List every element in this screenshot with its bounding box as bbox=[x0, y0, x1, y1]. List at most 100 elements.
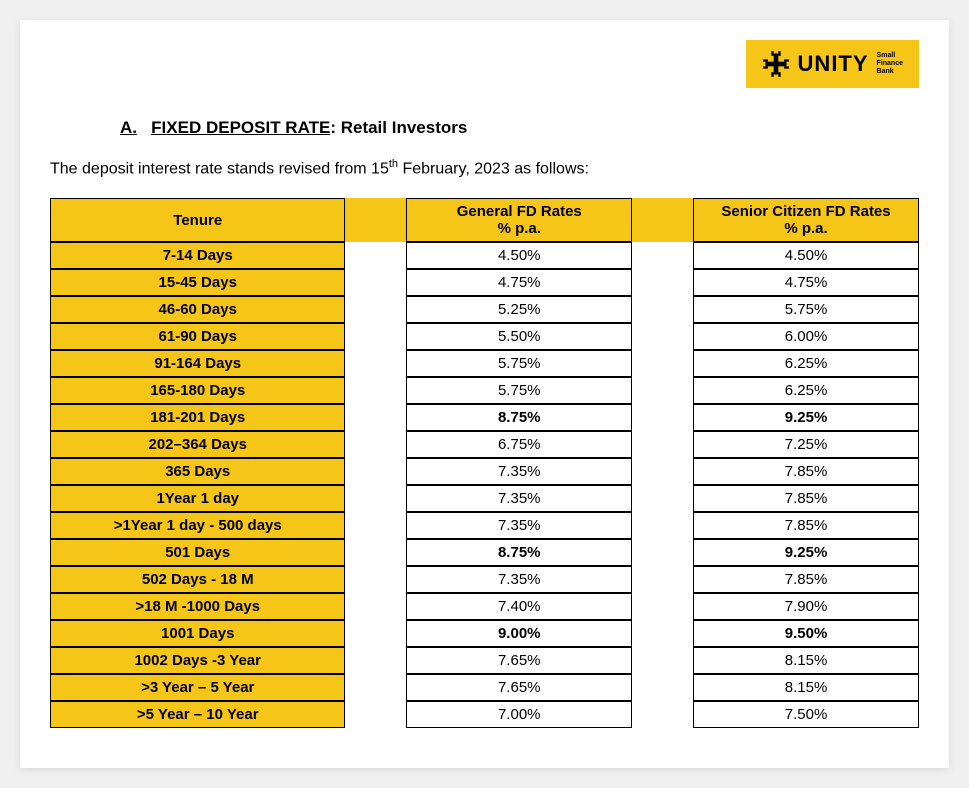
intro-text: The deposit interest rate stands revised… bbox=[50, 158, 919, 178]
cell-senior-rate: 4.75% bbox=[693, 269, 919, 296]
logo-sub-line2: Finance bbox=[877, 60, 903, 67]
gap-col bbox=[632, 377, 693, 404]
gap-col bbox=[632, 647, 693, 674]
gap-col bbox=[632, 593, 693, 620]
cell-general-rate: 5.25% bbox=[406, 296, 632, 323]
intro-sup: th bbox=[389, 158, 398, 170]
fd-rates-table: Tenure General FD Rates % p.a. Senior Ci… bbox=[50, 198, 919, 728]
cell-tenure: 165-180 Days bbox=[50, 377, 345, 404]
cell-senior-rate: 6.00% bbox=[693, 323, 919, 350]
cell-general-rate: 8.75% bbox=[406, 539, 632, 566]
gap-col bbox=[345, 323, 406, 350]
cell-senior-rate: 6.25% bbox=[693, 377, 919, 404]
gap-col bbox=[632, 458, 693, 485]
header-general-l2: % p.a. bbox=[415, 220, 623, 237]
cell-tenure: 502 Days - 18 M bbox=[50, 566, 345, 593]
gap-col bbox=[632, 198, 693, 242]
gap-col bbox=[345, 242, 406, 269]
intro-after: February, 2023 as follows: bbox=[398, 160, 589, 177]
gap-col bbox=[632, 431, 693, 458]
header-senior-l1: Senior Citizen FD Rates bbox=[702, 203, 910, 220]
unity-logo-icon bbox=[762, 50, 790, 78]
cell-tenure: >3 Year – 5 Year bbox=[50, 674, 345, 701]
header-senior: Senior Citizen FD Rates % p.a. bbox=[693, 198, 919, 242]
cell-general-rate: 4.75% bbox=[406, 269, 632, 296]
brand-logo: UNITY Small Finance Bank bbox=[746, 40, 919, 88]
cell-senior-rate: 9.50% bbox=[693, 620, 919, 647]
document-page: UNITY Small Finance Bank A. FIXED DEPOSI… bbox=[20, 20, 949, 768]
logo-sub-line3: Bank bbox=[877, 68, 894, 75]
gap-col bbox=[345, 377, 406, 404]
cell-senior-rate: 8.15% bbox=[693, 647, 919, 674]
table-row: 181-201 Days8.75%9.25% bbox=[50, 404, 919, 431]
cell-general-rate: 7.00% bbox=[406, 701, 632, 728]
table-body: 7-14 Days4.50%4.50%15-45 Days4.75%4.75%4… bbox=[50, 242, 919, 728]
gap-col bbox=[345, 198, 406, 242]
cell-senior-rate: 7.85% bbox=[693, 512, 919, 539]
cell-senior-rate: 7.50% bbox=[693, 701, 919, 728]
gap-col bbox=[632, 269, 693, 296]
gap-col bbox=[345, 350, 406, 377]
gap-col bbox=[345, 458, 406, 485]
cell-general-rate: 7.40% bbox=[406, 593, 632, 620]
cell-tenure: >5 Year – 10 Year bbox=[50, 701, 345, 728]
gap-col bbox=[632, 539, 693, 566]
gap-col bbox=[632, 674, 693, 701]
table-row: 1Year 1 day7.35%7.85% bbox=[50, 485, 919, 512]
cell-general-rate: 4.50% bbox=[406, 242, 632, 269]
logo-brand-text: UNITY bbox=[798, 51, 869, 77]
gap-col bbox=[632, 701, 693, 728]
gap-col bbox=[345, 539, 406, 566]
cell-tenure: 501 Days bbox=[50, 539, 345, 566]
table-row: 91-164 Days5.75%6.25% bbox=[50, 350, 919, 377]
cell-senior-rate: 7.25% bbox=[693, 431, 919, 458]
table-row: 502 Days - 18 M 7.35% 7.85% bbox=[50, 566, 919, 593]
heading-suffix: : Retail Investors bbox=[330, 118, 467, 137]
gap-col bbox=[345, 620, 406, 647]
gap-col bbox=[632, 485, 693, 512]
gap-col bbox=[345, 701, 406, 728]
cell-senior-rate: 8.15% bbox=[693, 674, 919, 701]
cell-general-rate: 7.35% bbox=[406, 512, 632, 539]
cell-tenure: 202–364 Days bbox=[50, 431, 345, 458]
header-general-l1: General FD Rates bbox=[415, 203, 623, 220]
cell-general-rate: 7.35% bbox=[406, 566, 632, 593]
cell-tenure: 1Year 1 day bbox=[50, 485, 345, 512]
intro-before: The deposit interest rate stands revised… bbox=[50, 160, 389, 177]
gap-col bbox=[345, 431, 406, 458]
cell-senior-rate: 7.90% bbox=[693, 593, 919, 620]
header-general: General FD Rates % p.a. bbox=[406, 198, 632, 242]
table-row: 61-90 Days 5.50% 6.00% bbox=[50, 323, 919, 350]
cell-general-rate: 5.50% bbox=[406, 323, 632, 350]
table-row: >18 M -1000 Days 7.40% 7.90% bbox=[50, 593, 919, 620]
cell-tenure: 61-90 Days bbox=[50, 323, 345, 350]
gap-col bbox=[632, 620, 693, 647]
cell-senior-rate: 9.25% bbox=[693, 539, 919, 566]
table-row: >3 Year – 5 Year 7.65% 8.15% bbox=[50, 674, 919, 701]
cell-general-rate: 6.75% bbox=[406, 431, 632, 458]
heading-title: FIXED DEPOSIT RATE bbox=[151, 118, 330, 137]
cell-senior-rate: 7.85% bbox=[693, 485, 919, 512]
gap-col bbox=[632, 512, 693, 539]
cell-general-rate: 7.65% bbox=[406, 674, 632, 701]
cell-senior-rate: 7.85% bbox=[693, 458, 919, 485]
logo-subtext: Small Finance Bank bbox=[877, 52, 903, 75]
gap-col bbox=[345, 674, 406, 701]
section-heading: A. FIXED DEPOSIT RATE: Retail Investors bbox=[120, 118, 919, 138]
gap-col bbox=[345, 485, 406, 512]
cell-tenure: 46-60 Days bbox=[50, 296, 345, 323]
gap-col bbox=[632, 323, 693, 350]
table-row: 165-180 Days5.75%6.25% bbox=[50, 377, 919, 404]
table-row: 1002 Days -3 Year7.65%8.15% bbox=[50, 647, 919, 674]
logo-sub-line1: Small bbox=[877, 52, 896, 59]
cell-tenure: 91-164 Days bbox=[50, 350, 345, 377]
cell-general-rate: 9.00% bbox=[406, 620, 632, 647]
cell-tenure: 181-201 Days bbox=[50, 404, 345, 431]
table-row: 1001 Days9.00%9.50% bbox=[50, 620, 919, 647]
table-row: 7-14 Days4.50%4.50% bbox=[50, 242, 919, 269]
header-row: UNITY Small Finance Bank bbox=[50, 40, 919, 88]
cell-tenure: 15-45 Days bbox=[50, 269, 345, 296]
cell-tenure: >18 M -1000 Days bbox=[50, 593, 345, 620]
table-row: 501 Days 8.75% 9.25% bbox=[50, 539, 919, 566]
cell-senior-rate: 7.85% bbox=[693, 566, 919, 593]
